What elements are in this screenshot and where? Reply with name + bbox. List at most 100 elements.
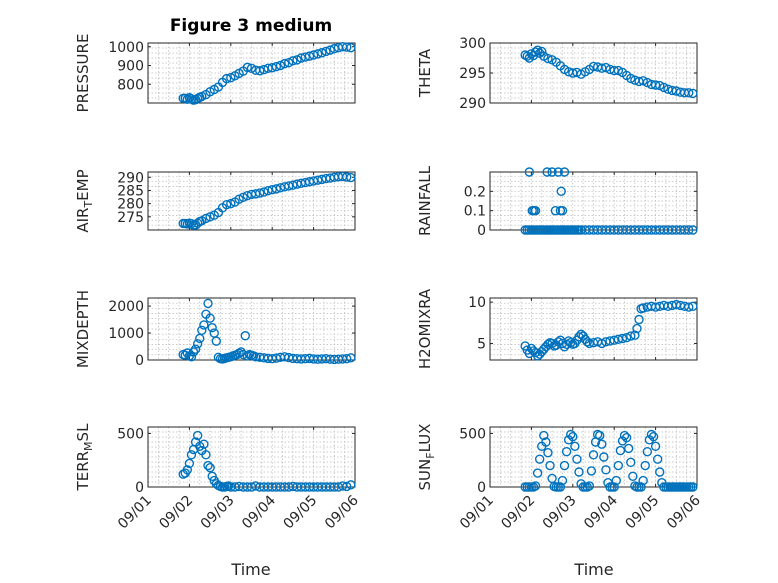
data-point	[574, 332, 584, 342]
data-point	[547, 338, 557, 349]
y-tick-label: 2000	[108, 299, 144, 315]
data-point	[584, 481, 595, 491]
data-point	[566, 337, 576, 348]
data-point	[650, 80, 661, 90]
data-point	[199, 439, 209, 449]
data-point	[623, 443, 634, 454]
data-point	[221, 199, 232, 210]
data-point	[652, 454, 663, 464]
subplot-h2omixra: 5 10 H2OMIXRA	[416, 288, 698, 369]
x-tick-label: 09/01	[115, 493, 155, 533]
data-point	[566, 429, 576, 440]
data-point	[561, 446, 572, 457]
subplot-sun_flux: 09/01 09/02 09/03 09/04 09/05 09/06 0 500 SUNFLU…	[416, 424, 704, 533]
y-tick-label: 280	[117, 197, 144, 213]
data-point	[539, 430, 549, 441]
data-point	[648, 431, 659, 442]
data-point	[586, 466, 597, 476]
data-point	[632, 323, 642, 334]
y-tick-label: 500	[117, 426, 144, 442]
data-point	[543, 448, 553, 458]
data-point	[203, 460, 213, 471]
subplot-rainfall: 0 0.1 0.2 RAINFALL	[416, 165, 698, 239]
x-tick-label: 09/05	[623, 493, 663, 533]
data-point	[582, 337, 592, 347]
data-point	[321, 46, 331, 57]
data-point	[188, 347, 199, 357]
x-tick-label: 09/04	[581, 492, 621, 532]
data-point	[205, 313, 215, 323]
data-point	[595, 430, 605, 441]
data-point	[271, 61, 282, 72]
data-point	[182, 465, 193, 475]
data-point	[207, 322, 217, 333]
data-point	[201, 450, 211, 460]
data-point	[617, 333, 628, 344]
data-point	[317, 48, 327, 58]
data-point	[650, 441, 661, 451]
data-point	[313, 49, 323, 59]
data-point	[588, 450, 599, 460]
data-point	[640, 460, 650, 471]
y-axis-label: TERRMSL	[74, 423, 95, 492]
data-point	[613, 460, 624, 471]
data-point	[621, 332, 632, 343]
data-point	[197, 325, 207, 336]
data-point	[572, 454, 582, 464]
axes-box	[147, 42, 356, 104]
y-tick-label: 800	[117, 77, 144, 93]
data-point	[279, 58, 290, 69]
data-point	[630, 330, 640, 340]
data-point	[304, 51, 315, 61]
data-point	[556, 186, 566, 197]
x-tick-label: 09/02	[498, 493, 538, 533]
data-point	[574, 467, 584, 477]
y-axis-label: SUNFLUX	[416, 424, 437, 491]
x-axis-label-right: Time	[573, 560, 613, 579]
data-point	[300, 52, 311, 62]
data-point	[570, 441, 580, 451]
data-point	[688, 225, 698, 235]
data-point	[346, 172, 356, 183]
data-point	[541, 437, 551, 447]
x-tick-label: 09/01	[457, 493, 497, 533]
data-point	[190, 344, 201, 354]
data-point	[537, 46, 547, 57]
data-point	[221, 73, 232, 84]
x-tick-label: 09/03	[540, 493, 580, 533]
data-point	[205, 463, 215, 473]
y-tick-label: 0	[135, 353, 144, 369]
data-point	[532, 468, 543, 478]
y-tick-label: 500	[459, 426, 486, 442]
data-point	[559, 460, 570, 471]
data-point	[684, 88, 694, 98]
data-point	[609, 482, 619, 492]
data-point	[346, 480, 356, 490]
y-tick-label: 275	[117, 210, 144, 226]
data-point	[615, 445, 626, 456]
y-tick-label: 0	[477, 480, 486, 496]
data-point	[226, 198, 236, 209]
y-axis-label: MIXDEPTH	[74, 290, 92, 368]
data-point	[553, 337, 564, 347]
data-point	[599, 452, 609, 462]
data-point	[346, 353, 356, 363]
data-point	[180, 350, 190, 360]
data-point	[207, 471, 217, 481]
data-point	[192, 430, 203, 441]
data-point	[555, 482, 566, 492]
y-tick-label: 900	[117, 59, 144, 75]
x-tick-label: 09/03	[198, 493, 238, 533]
data-point	[688, 301, 698, 311]
y-tick-label: 1000	[108, 326, 144, 342]
data-point	[642, 446, 653, 457]
subplot-terr_msl: 09/01 09/02 09/03 09/04 09/05 09/06 0 500 TERRMS…	[74, 423, 362, 532]
x-tick-label: 09/05	[281, 493, 321, 533]
data-point	[557, 475, 568, 486]
data-point	[530, 481, 541, 491]
data-point	[684, 302, 694, 312]
data-point	[271, 184, 282, 194]
data-point	[530, 205, 541, 216]
data-point	[203, 298, 213, 309]
